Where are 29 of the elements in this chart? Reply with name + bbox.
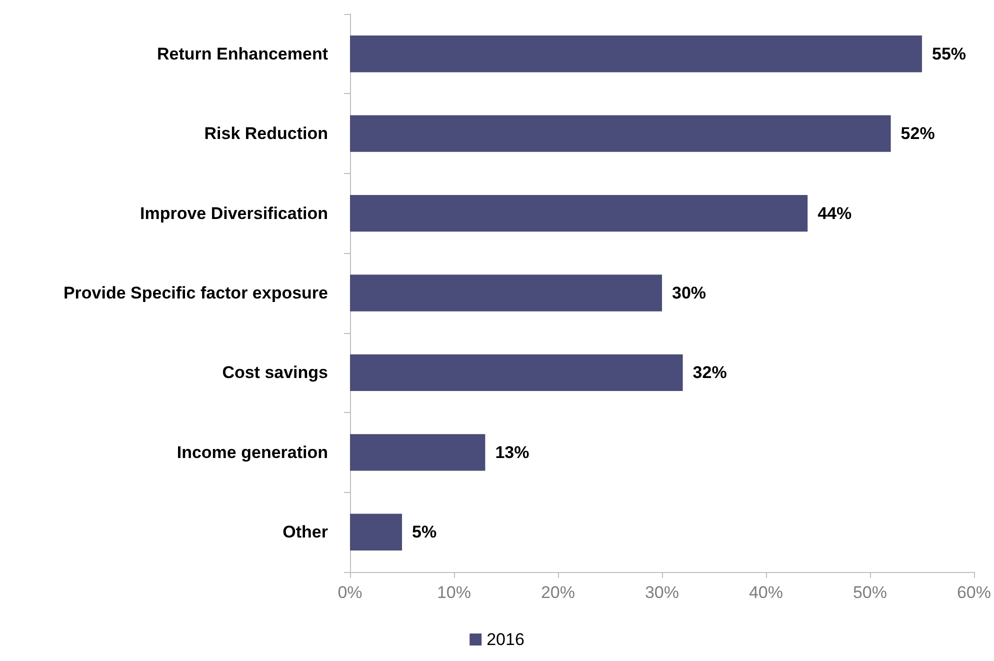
x-tick-label: 40% (748, 583, 784, 602)
x-tick-label: 30% (644, 583, 680, 602)
y-tick-label: Improve Diversification (140, 204, 328, 223)
data-label: 13% (495, 442, 530, 462)
data-label: 32% (692, 363, 727, 382)
y-tick-label: Income generation (176, 442, 328, 462)
x-tick-label: 0% (338, 583, 362, 602)
x-tick-label: 10% (436, 583, 472, 602)
bar (350, 354, 683, 392)
data-label: 30% (672, 284, 706, 302)
legend-label: 2016 (486, 630, 524, 649)
data-label: 44% (818, 204, 852, 223)
y-tick-label: Provide Specific factor exposure (63, 284, 328, 302)
y-tick-label: Risk Reduction (204, 124, 328, 144)
bar (350, 115, 891, 152)
bar (350, 36, 922, 72)
bar (350, 194, 808, 232)
data-label: 5% (412, 522, 437, 542)
x-tick-label: 60% (956, 583, 992, 602)
bar (350, 434, 486, 471)
data-label: 55% (932, 44, 966, 64)
bar (350, 514, 402, 550)
x-tick-label: 50% (852, 583, 888, 602)
y-tick-label: Return Enhancement (157, 44, 328, 64)
y-tick-label: Other (282, 522, 328, 542)
y-tick-label: Cost savings (222, 363, 328, 382)
bar (350, 274, 662, 312)
data-label: 52% (900, 124, 935, 144)
x-tick-label: 20% (540, 583, 576, 602)
